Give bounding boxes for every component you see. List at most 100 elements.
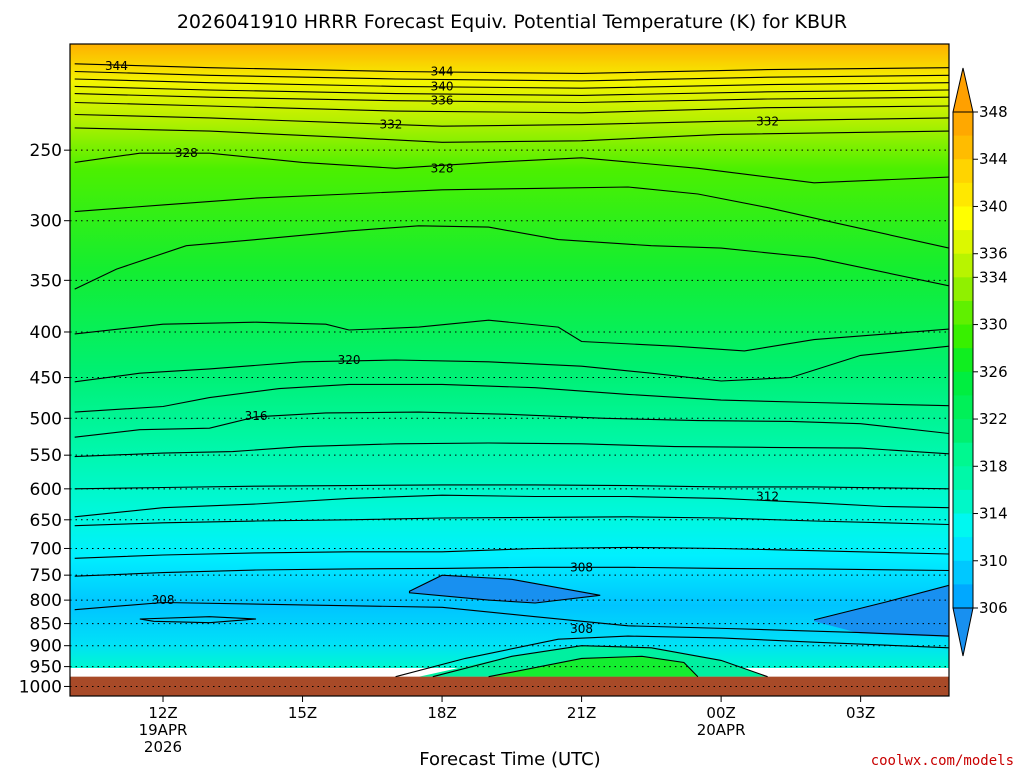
colorbar-band-0: [953, 112, 973, 137]
colorbar-label-0: 306: [979, 599, 1008, 617]
colorbar-band-3: [953, 182, 973, 207]
contour-label-6: 328: [175, 146, 198, 160]
colorbar-band-7: [953, 277, 973, 302]
y-tick-label-800: 800: [30, 591, 62, 611]
y-tick-label-900: 900: [30, 637, 62, 657]
y-tick-label-500: 500: [30, 409, 62, 429]
contour-label-5: 332: [756, 114, 779, 128]
contour-306-a: [408, 574, 601, 604]
y-tick-label-700: 700: [30, 539, 62, 559]
colorbar-band-4: [953, 206, 973, 231]
colorbar-arrow-bottom: [952, 607, 974, 657]
y-tick-label-1000: 1000: [19, 677, 62, 697]
colorbar-arrow-top: [952, 67, 974, 113]
contour-lines: [74, 63, 949, 678]
contour-326: [74, 186, 949, 249]
colorbar-band-12: [953, 395, 973, 420]
colorbar-label-6: 330: [979, 316, 1008, 334]
y-tick-label-600: 600: [30, 480, 62, 500]
colorbar-band-6: [953, 253, 973, 278]
x-tick-label-3: 21Z: [567, 704, 596, 722]
contour-344: [74, 63, 949, 74]
y-tick-label-650: 650: [30, 511, 62, 531]
x-tick-label-4: 00Z: [706, 704, 735, 722]
colorbar-band-11: [953, 371, 973, 396]
colorbar-band-13: [953, 419, 973, 444]
colorbar-label-4: 322: [979, 410, 1008, 428]
colorbar: 306 310 314 318 322 326 330 334 336 340 344 348: [952, 67, 1008, 657]
contour-label-11: 308: [570, 560, 593, 574]
colorbar-band-8: [953, 300, 973, 326]
x-tick-label-1: 15Z: [288, 704, 317, 722]
contour-310: [74, 546, 949, 559]
contour-334: [74, 101, 949, 114]
surface-fill: [70, 676, 949, 696]
field-fill: [70, 44, 949, 668]
contour-338: [74, 85, 949, 96]
min-feature-1: [409, 575, 601, 603]
min-feature-2: [814, 585, 949, 637]
y-tick-label-450: 450: [30, 369, 62, 389]
contour-312: [74, 494, 949, 518]
y-tick-label-950: 950: [30, 658, 62, 678]
contour-312-low: [432, 645, 768, 678]
contour-306-b: [813, 584, 949, 621]
y-tick-label-750: 750: [30, 566, 62, 586]
contour-label-9: 316: [245, 409, 268, 423]
plot-frame: [69, 43, 950, 697]
contour-332: [74, 113, 949, 127]
colorbar-band-20: [953, 584, 973, 609]
credit-text[interactable]: coolwx.com/models: [871, 753, 1014, 768]
colorbar-label-5: 326: [979, 363, 1008, 381]
y-tick-label-300: 300: [30, 212, 62, 232]
contour-label-13: 308: [570, 622, 593, 636]
contour-336: [74, 93, 949, 104]
contour-label-3: 336: [431, 94, 454, 108]
contour-314: [74, 442, 949, 458]
colorbar-band-5: [953, 230, 973, 255]
x-tick-year-0: 2026: [144, 738, 182, 756]
y-tick-label-250: 250: [30, 141, 62, 161]
colorbar-band-18: [953, 537, 973, 562]
contour-label-7: 328: [431, 161, 454, 175]
contour-label-1: 344: [431, 65, 454, 79]
contour-label-4: 332: [379, 118, 402, 132]
colorbar-band-14: [953, 442, 973, 467]
x-tick-label-5: 03Z: [846, 704, 875, 722]
contour-330: [74, 127, 949, 143]
contour-308-island: [139, 616, 257, 624]
colorbar-band-2: [953, 159, 973, 184]
colorbar-label-2: 314: [979, 505, 1008, 523]
colorbar-label-3: 318: [979, 457, 1008, 475]
contour-310-low: [395, 635, 949, 678]
colorbar-band-19: [953, 560, 973, 585]
contour-340: [74, 78, 949, 89]
contour-313: [74, 484, 949, 490]
x-tick-date-4: 20APR: [697, 721, 746, 739]
colorbar-label-9: 340: [979, 197, 1008, 215]
colorbar-label-11: 348: [979, 103, 1008, 121]
pressure-gridlines: [70, 149, 949, 687]
colorbar-label-10: 344: [979, 150, 1008, 168]
contour-322: [74, 319, 949, 352]
contour-316: [74, 411, 949, 438]
x-tick-date-0: 19APR: [139, 721, 188, 739]
y-tick-label-850: 850: [30, 615, 62, 635]
x-axis-label: Forecast Time (UTC): [419, 749, 600, 768]
colorbar-band-16: [953, 489, 973, 515]
y-tick-label-550: 550: [30, 446, 62, 466]
contour-318: [74, 383, 949, 413]
contour-label-8: 320: [338, 353, 361, 367]
contour-308: [74, 566, 949, 577]
contour-308-lower: [74, 601, 949, 637]
colorbar-label-1: 310: [979, 552, 1008, 570]
colorbar-band-1: [953, 135, 973, 160]
contour-label-0: 344: [105, 59, 128, 73]
y-tick-label-350: 350: [30, 271, 62, 291]
colorbar-band-9: [953, 324, 973, 349]
contour-328: [74, 152, 949, 184]
